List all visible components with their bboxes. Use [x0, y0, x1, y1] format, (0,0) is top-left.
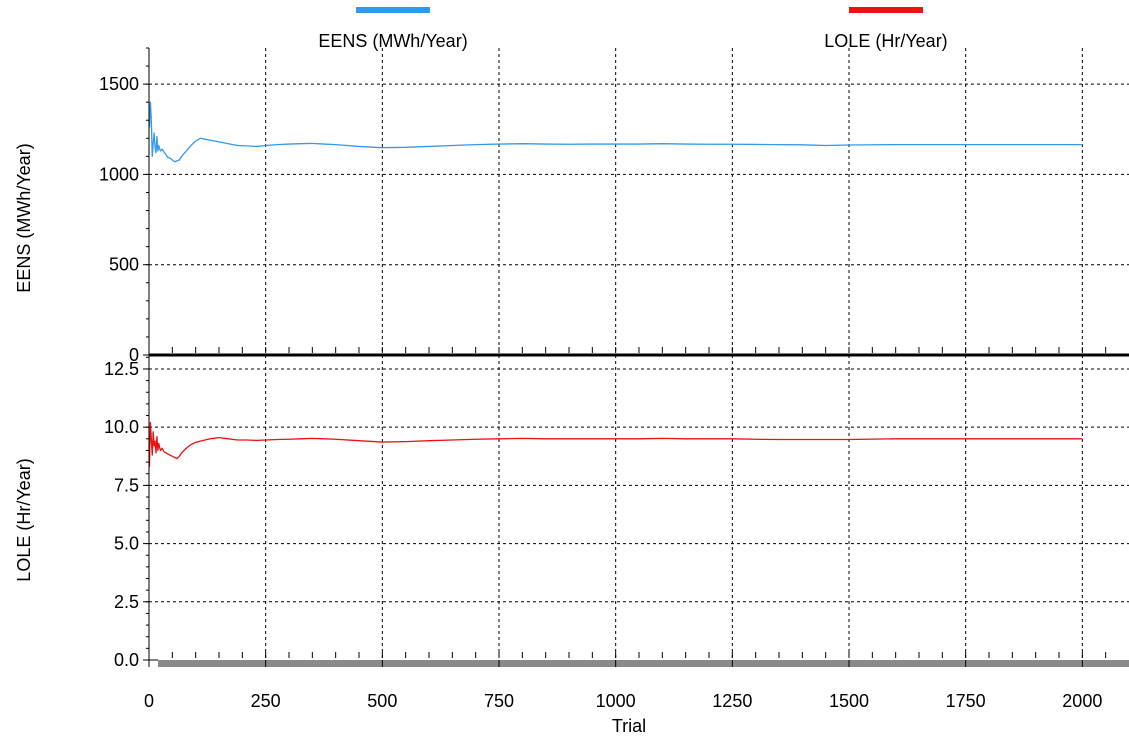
- y-tick-label: 7.5: [114, 475, 139, 495]
- x-tick-label: 1500: [829, 691, 869, 711]
- series-line: [148, 101, 1083, 163]
- x-tick-label: 1250: [712, 691, 752, 711]
- eens-panel-grid: [149, 48, 1129, 355]
- y-tick-label: 0: [129, 345, 139, 365]
- legend-swatch-eens: [356, 7, 430, 13]
- x-tick-label: 0: [144, 691, 154, 711]
- lole-panel-grid: [149, 355, 1129, 660]
- eens-y-axis: 0 500 1000 1500: [99, 47, 149, 365]
- plot-frame: [148, 48, 1129, 667]
- y-tick-label: 0.0: [114, 650, 139, 670]
- lole-series: [148, 421, 1083, 467]
- x-tick-label: 1000: [596, 691, 636, 711]
- lole-y-axis-title: LOLE (Hr/Year): [14, 458, 34, 581]
- y-tick-label: 12.5: [104, 359, 139, 379]
- y-tick-label: 5.0: [114, 534, 139, 554]
- y-tick-label: 500: [109, 255, 139, 275]
- legend-label-lole: LOLE (Hr/Year): [824, 31, 947, 51]
- y-tick-label: 10.0: [104, 417, 139, 437]
- legend-label-eens: EENS (MWh/Year): [318, 31, 467, 51]
- x-tick-label: 750: [484, 691, 514, 711]
- eens-series: [148, 101, 1083, 163]
- legend: EENS (MWh/Year) LOLE (Hr/Year): [318, 7, 948, 51]
- legend-swatch-lole: [849, 7, 923, 13]
- x-tick-label: 2000: [1062, 691, 1102, 711]
- y-tick-label: 2.5: [114, 592, 139, 612]
- x-tick-label: 250: [251, 691, 281, 711]
- x-tick-label: 500: [367, 691, 397, 711]
- y-tick-label: 1000: [99, 164, 139, 184]
- x-tick-label: 1750: [946, 691, 986, 711]
- x-axis: 0 250 500 750 1000 1250 1500 1750 2000: [144, 660, 1102, 711]
- eens-y-axis-title: EENS (MWh/Year): [14, 143, 34, 292]
- x-axis-title: Trial: [612, 716, 646, 736]
- x-axis-bar: [158, 660, 1129, 667]
- lole-y-axis: 0.0 2.5 5.0 7.5 10.0 12.5: [104, 356, 149, 670]
- series-line: [148, 421, 1083, 467]
- y-tick-label: 1500: [99, 74, 139, 94]
